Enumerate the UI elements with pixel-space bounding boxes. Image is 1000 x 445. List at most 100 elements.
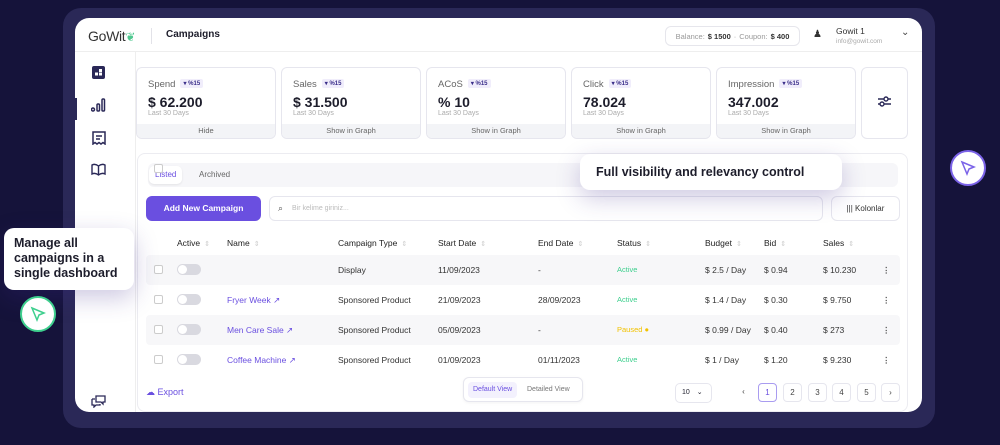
- sales: $ 9.230: [823, 355, 852, 365]
- coupon-value: $ 400: [770, 31, 790, 41]
- metric-value: % 10: [438, 94, 470, 110]
- page-title: Campaigns: [166, 29, 220, 40]
- row-checkbox[interactable]: [154, 265, 163, 274]
- status-badge: Active: [617, 295, 638, 304]
- col-budget[interactable]: Budget ⇕: [705, 238, 742, 248]
- start-date: 05/09/2023: [438, 325, 481, 335]
- chat-icon[interactable]: [90, 393, 107, 410]
- page-1-button[interactable]: 1: [758, 383, 777, 402]
- page-4-button[interactable]: 4: [832, 383, 851, 402]
- detailed-view-button[interactable]: Detailed View: [527, 386, 570, 393]
- invoice-icon[interactable]: [90, 129, 107, 146]
- more-options-icon[interactable]: ⋮: [882, 295, 891, 305]
- page-3-button[interactable]: 3: [808, 383, 827, 402]
- col-bid[interactable]: Bid ⇕: [764, 238, 787, 248]
- campaign-name-link[interactable]: Men Care Sale ↗: [227, 325, 294, 335]
- per-page-select[interactable]: 10 ⌄: [675, 383, 712, 403]
- start-date: 01/09/2023: [438, 355, 481, 365]
- metric-card-acos: ACoS ▾ %15 % 10 Last 30 Days Show in Graph: [426, 67, 566, 139]
- metric-value: 347.002: [728, 94, 779, 110]
- campaigns-panel: Listed Archived Add New Campaign ⌕ Bir ke…: [137, 153, 908, 412]
- metric-card-click: Click ▾ %15 78.024 Last 30 Days Show in Grap…: [571, 67, 711, 139]
- active-toggle[interactable]: [177, 294, 201, 305]
- status-badge: Active: [617, 265, 638, 274]
- metric-card-impression: Impression ▾ %15 347.002 Last 30 Days Show i…: [716, 67, 856, 139]
- change-badge: ▾ %15: [180, 79, 204, 88]
- campaign-name-link[interactable]: Fryer Week ↗: [227, 295, 281, 305]
- col-active[interactable]: Active ⇕: [177, 238, 211, 248]
- budget: $ 2.5 / Day: [705, 265, 747, 275]
- view-toggle: Default View Detailed View: [463, 377, 583, 402]
- sales: $ 273: [823, 325, 845, 335]
- col-end-date[interactable]: End Date ⇕: [538, 238, 584, 248]
- show-in-graph-button[interactable]: Show in Graph: [717, 124, 855, 138]
- end-date: 28/09/2023: [538, 295, 581, 305]
- metric-value: $ 31.500: [293, 94, 348, 110]
- col-status[interactable]: Status ⇕: [617, 238, 651, 248]
- show-in-graph-button[interactable]: Show in Graph: [572, 124, 710, 138]
- balance-label: Balance:: [675, 31, 705, 41]
- columns-button[interactable]: ||| Kolonlar: [831, 196, 900, 221]
- analytics-icon[interactable]: [90, 96, 107, 113]
- status-badge: Paused ●: [617, 325, 650, 334]
- metric-label: Spend: [148, 79, 176, 90]
- book-icon[interactable]: [90, 161, 107, 178]
- campaign-type: Display: [338, 265, 366, 275]
- sales: $ 9.750: [823, 295, 852, 305]
- select-all-checkbox[interactable]: [154, 164, 163, 173]
- tab-archived[interactable]: Archived: [199, 170, 231, 179]
- start-date: 21/09/2023: [438, 295, 481, 305]
- dashboard-icon[interactable]: [90, 64, 107, 81]
- metric-settings-card[interactable]: [861, 67, 908, 139]
- more-options-icon[interactable]: ⋮: [882, 325, 891, 335]
- chevron-down-icon[interactable]: ⌄: [901, 27, 910, 38]
- bid: $ 0.30: [764, 295, 788, 305]
- user-name[interactable]: Gowit 1: [836, 26, 865, 36]
- show-in-graph-button[interactable]: Show in Graph: [282, 124, 420, 138]
- sliders-icon[interactable]: [877, 95, 892, 113]
- hide-button[interactable]: Hide: [137, 124, 275, 138]
- col-name[interactable]: Name ⇕: [227, 238, 260, 248]
- bid: $ 0.40: [764, 325, 788, 335]
- change-badge: ▾ %15: [608, 79, 632, 88]
- active-toggle[interactable]: [177, 354, 201, 365]
- budget: $ 1 / Day: [705, 355, 740, 365]
- row-checkbox[interactable]: [154, 295, 163, 304]
- search-icon: ⌕: [278, 203, 284, 213]
- active-toggle[interactable]: [177, 264, 201, 275]
- cursor-icon: [950, 150, 986, 186]
- page-2-button[interactable]: 2: [783, 383, 802, 402]
- show-in-graph-button[interactable]: Show in Graph: [427, 124, 565, 138]
- col-campaign-type[interactable]: Campaign Type ⇕: [338, 238, 408, 248]
- col-sales[interactable]: Sales ⇕: [823, 238, 855, 248]
- next-page-button[interactable]: ›: [881, 383, 900, 402]
- bid: $ 1.20: [764, 355, 788, 365]
- campaign-name-link[interactable]: Coffee Machine ↗: [227, 355, 296, 365]
- divider: [151, 28, 152, 44]
- search-input[interactable]: ⌕ Bir kelime giriniz...: [269, 196, 823, 221]
- row-checkbox[interactable]: [154, 355, 163, 364]
- row-checkbox[interactable]: [154, 325, 163, 334]
- more-options-icon[interactable]: ⋮: [882, 265, 891, 275]
- status-badge: Active: [617, 355, 638, 364]
- metric-value: $ 62.200: [148, 94, 203, 110]
- add-new-campaign-button[interactable]: Add New Campaign: [146, 196, 261, 221]
- more-options-icon[interactable]: ⋮: [882, 355, 891, 365]
- page-5-button[interactable]: 5: [857, 383, 876, 402]
- change-badge: ▾ %15: [779, 79, 803, 88]
- gowit-logo[interactable]: GoWit❦: [88, 28, 136, 44]
- columns-label: Kolonlar: [855, 204, 885, 213]
- active-toggle[interactable]: [177, 324, 201, 335]
- callout-manage-campaigns: Manage all campaigns in a single dashboa…: [4, 228, 134, 290]
- export-button[interactable]: ☁ Export: [146, 387, 184, 398]
- default-view-button[interactable]: Default View: [468, 382, 518, 398]
- balance-value: $ 1500: [707, 31, 731, 41]
- prev-page-button[interactable]: ‹: [742, 387, 745, 396]
- campaign-type: Sponsored Product: [338, 355, 411, 365]
- metric-label: Click: [583, 79, 604, 90]
- metric-period: Last 30 Days: [583, 110, 624, 117]
- end-date: -: [538, 265, 541, 275]
- app-window: GoWit❦ Campaigns Balance: $ 1500 · Coupon: $…: [75, 18, 922, 412]
- col-start-date[interactable]: Start Date ⇕: [438, 238, 487, 248]
- callout-visibility-control: Full visibility and relevancy control: [580, 154, 842, 190]
